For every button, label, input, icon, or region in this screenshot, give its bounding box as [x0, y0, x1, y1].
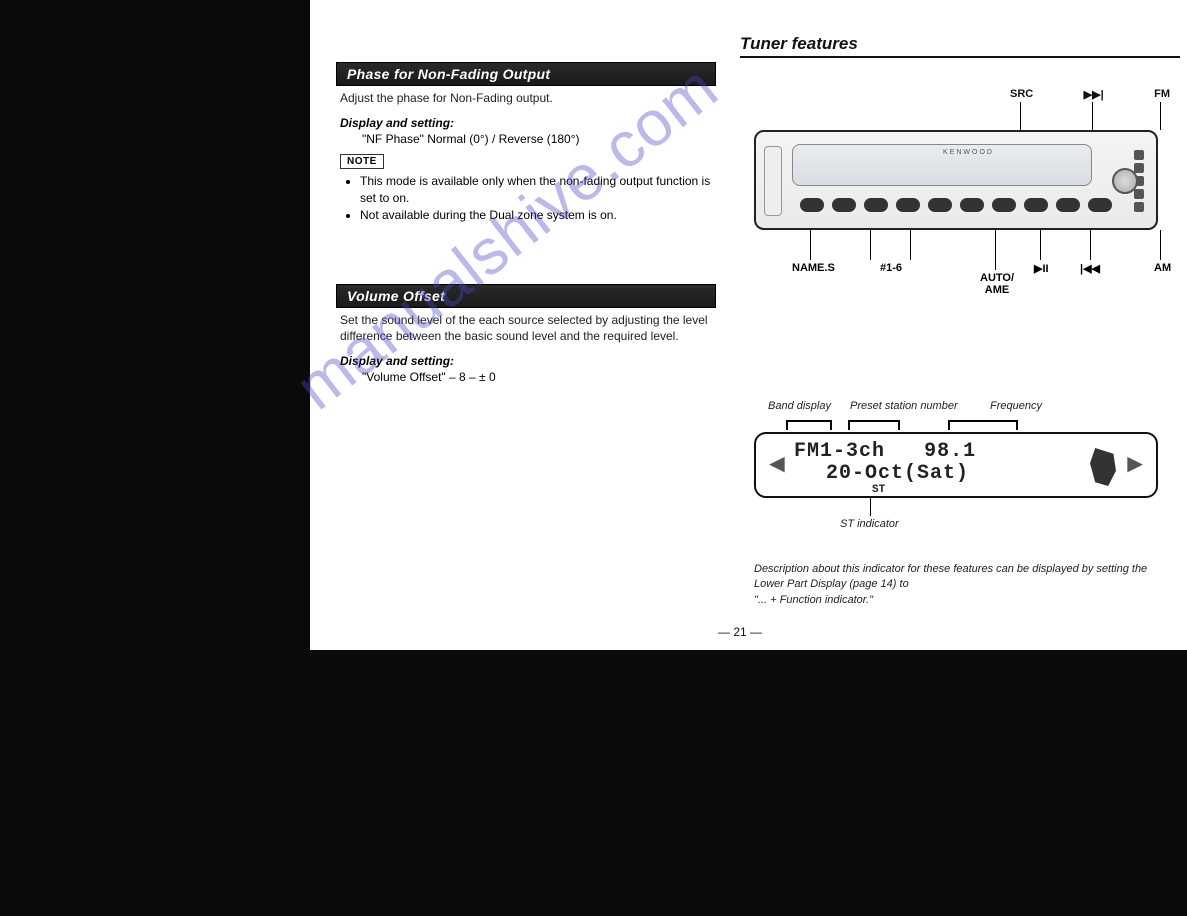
leader-line	[1160, 230, 1161, 260]
manual-page: Tuner features Phase for Non-Fading Outp…	[310, 0, 1170, 650]
bracket-preset	[848, 420, 900, 428]
leader-line	[910, 230, 911, 260]
phase-note-2: Not available during the Dual zone syste…	[360, 207, 716, 224]
radio-preset-btn	[1024, 198, 1048, 212]
bracket-band	[786, 420, 832, 428]
callout-play-icon: ▶II	[1034, 262, 1049, 275]
radio-left-panel	[764, 146, 782, 216]
volume-display-heading: Display and setting:	[336, 354, 716, 368]
lcd-st: ST	[872, 484, 885, 496]
phase-note-1: This mode is available only when the non…	[360, 173, 716, 207]
radio-preset-btn	[960, 198, 984, 212]
leader-line	[810, 230, 811, 260]
radio-right-panel	[1100, 146, 1148, 216]
volume-header: Volume Offset	[336, 284, 716, 308]
radio-side-btn	[1134, 189, 1144, 199]
leader-line	[1090, 230, 1091, 260]
ann-freq: Frequency	[990, 400, 1042, 412]
left-column: Phase for Non-Fading Output Adjust the p…	[336, 62, 716, 384]
radio-side-btn	[1134, 163, 1144, 173]
callout-prev-icon: |◀◀	[1080, 262, 1100, 275]
bracket-freq	[948, 420, 1018, 428]
radio-preset-btn	[896, 198, 920, 212]
radio-preset-btn	[800, 198, 824, 212]
radio-brand: KENWOOD	[943, 149, 994, 156]
volume-setting: "Volume Offset" – 8 – ± 0	[336, 370, 716, 384]
note-label: NOTE	[340, 154, 384, 169]
footnote-line2: "... + Function indicator."	[754, 594, 873, 606]
ann-st: ST indicator	[840, 518, 899, 530]
radio-side-btn	[1134, 202, 1144, 212]
radio-side-btn	[1134, 150, 1144, 160]
leader-line	[1020, 102, 1021, 130]
leader-line	[870, 230, 871, 260]
lcd-freq: 98.1	[924, 440, 976, 463]
phase-display-heading: Display and setting:	[336, 116, 716, 130]
top-callouts: SRC ▶▶| FM	[1010, 88, 1170, 101]
leader-line	[1040, 230, 1041, 260]
black-margin-bottom	[0, 650, 1187, 916]
radio-preset-btn	[1056, 198, 1080, 212]
lcd-right-arrow-icon: ►	[1122, 448, 1148, 479]
lcd-dash: -	[833, 440, 846, 463]
ann-band: Band display	[768, 400, 831, 412]
footnote-line1: Description about this indicator for the…	[754, 563, 1147, 590]
phase-setting: "NF Phase" Normal (0°) / Reverse (180°)	[336, 132, 716, 146]
radio-button-row	[800, 198, 1112, 212]
lcd-left-arrow-icon: ◄	[764, 448, 790, 479]
black-margin-left	[0, 0, 310, 650]
callout-fm: FM	[1154, 88, 1170, 101]
radio-screen: KENWOOD	[792, 144, 1092, 186]
phase-desc: Adjust the phase for Non-Fading output.	[336, 90, 716, 106]
ann-preset: Preset station number	[850, 400, 958, 412]
radio-knob	[1112, 168, 1138, 194]
lcd-graphic-icon	[1090, 448, 1116, 486]
radio-preset-btn	[864, 198, 888, 212]
callout-names: NAME.S	[792, 262, 835, 274]
phase-header: Phase for Non-Fading Output	[336, 62, 716, 86]
phase-notes: This mode is available only when the non…	[336, 173, 716, 223]
leader-line	[1160, 102, 1161, 130]
lcd-band: FM1	[794, 440, 833, 463]
callout-am: AM	[1154, 262, 1171, 274]
callout-auto: AUTO/ AME	[980, 272, 1014, 296]
volume-desc: Set the sound level of the each source s…	[336, 312, 716, 344]
radio-preset-btn	[928, 198, 952, 212]
lcd-display: ◄ FM1-3ch 98.1 20-Oct(Sat) ST ►	[754, 432, 1158, 498]
leader-line	[870, 498, 871, 516]
section-title: Tuner features	[740, 34, 858, 54]
footnote: Description about this indicator for the…	[754, 562, 1154, 608]
callout-next-icon: ▶▶|	[1084, 88, 1104, 101]
radio-face-diagram: KENWOOD	[754, 130, 1158, 230]
radio-preset-btn	[992, 198, 1016, 212]
radio-preset-btn	[832, 198, 856, 212]
section-rule	[740, 56, 1180, 58]
lcd-preset: 3ch	[846, 440, 885, 463]
callout-src: SRC	[1010, 88, 1033, 101]
lcd-date: 20-Oct(Sat)	[826, 462, 969, 485]
page-number: — 21 —	[310, 625, 1170, 639]
callout-presets: #1-6	[880, 262, 902, 274]
leader-line	[1092, 102, 1093, 130]
leader-line	[995, 230, 996, 270]
